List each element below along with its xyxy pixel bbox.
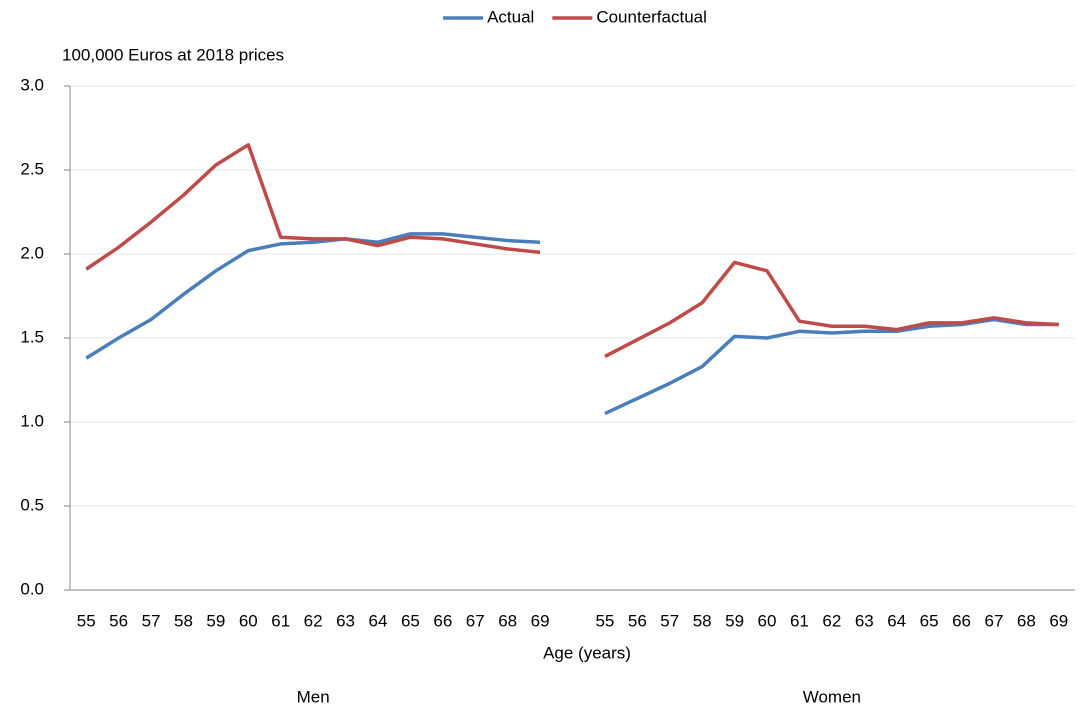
x-tick-label: 56 [628, 611, 647, 630]
x-tick-label: 62 [822, 611, 841, 630]
y-axis-title: 100,000 Euros at 2018 prices [62, 45, 284, 64]
x-tick-label: 64 [887, 611, 906, 630]
x-tick-label: 64 [369, 611, 388, 630]
y-tick-label: 3.0 [20, 75, 44, 94]
x-tick-label: 68 [498, 611, 517, 630]
x-tick-label: 57 [660, 611, 679, 630]
y-tick-label: 1.0 [20, 411, 44, 430]
group-label: Women [803, 687, 861, 706]
x-tick-label: 58 [693, 611, 712, 630]
y-tick-label: 2.5 [20, 159, 44, 178]
line-series [85, 232, 1059, 416]
y-tick-label: 1.5 [20, 327, 44, 346]
x-tick-label: 65 [920, 611, 939, 630]
x-tick-label: 65 [401, 611, 420, 630]
x-tick-label: 67 [984, 611, 1003, 630]
legend-label: Counterfactual [596, 7, 707, 26]
x-tick-label: 59 [206, 611, 225, 630]
x-tick-label: 60 [239, 611, 258, 630]
x-tick-label: 61 [271, 611, 290, 630]
legend-label: Actual [487, 7, 534, 26]
x-tick-label: 63 [336, 611, 355, 630]
x-tick-label: 57 [142, 611, 161, 630]
x-tick-label: 59 [725, 611, 744, 630]
y-tick-label: 0.5 [20, 495, 44, 514]
group-label: Men [297, 687, 330, 706]
x-tick-label: 68 [1017, 611, 1036, 630]
line-series [85, 143, 1059, 359]
x-tick-label: 69 [1049, 611, 1068, 630]
x-tick-label: 66 [952, 611, 971, 630]
x-tick-label: 63 [855, 611, 874, 630]
x-tick-label: 69 [531, 611, 550, 630]
x-tick-label: 67 [466, 611, 485, 630]
x-tick-label: 56 [109, 611, 128, 630]
x-tick-label: 61 [790, 611, 809, 630]
x-tick-label: 55 [77, 611, 96, 630]
x-tick-label: 55 [595, 611, 614, 630]
x-tick-label: 62 [304, 611, 323, 630]
x-axis-title: Age (years) [543, 643, 631, 662]
x-tick-label: 66 [433, 611, 452, 630]
y-tick-label: 2.0 [20, 243, 44, 262]
x-tick-label: 60 [758, 611, 777, 630]
x-tick-label: 58 [174, 611, 193, 630]
y-tick-label: 0.0 [20, 579, 44, 598]
